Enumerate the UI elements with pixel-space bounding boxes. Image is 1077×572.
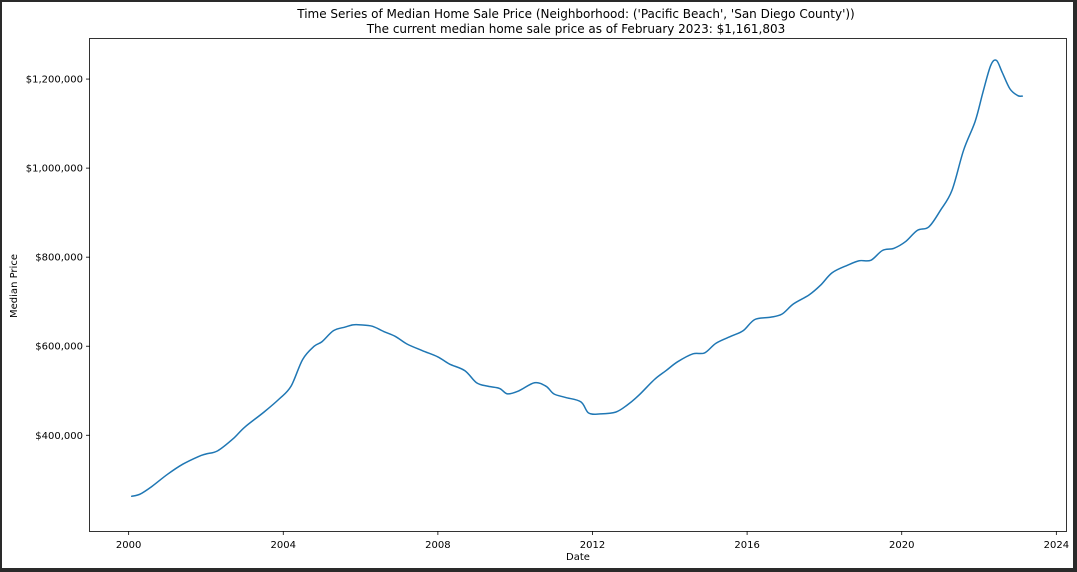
series-line [131,59,1024,498]
x-tick-label: 2004 [271,540,296,551]
x-tick-label: 2008 [425,540,450,551]
y-tick-label: $600,000 [35,342,83,353]
y-tick-label: $1,200,000 [26,75,83,86]
x-tick-label: 2024 [1044,540,1069,551]
chart-title: Time Series of Median Home Sale Price (N… [296,7,854,21]
x-tick-label: 2020 [889,540,914,551]
y-tick-label: $800,000 [35,253,83,264]
x-axis-label: Date [566,552,590,563]
y-axis-label: Median Price [9,254,20,318]
y-tick-label: $400,000 [35,431,83,442]
y-axis: $400,000 $600,000 $800,000 $1,000,000 $1,200… [26,75,90,442]
chart-subtitle: The current median home sale price as of… [366,22,786,36]
x-tick-label: 2000 [116,540,141,551]
x-axis: 2000 2004 2008 2012 2016 2020 2024 [116,531,1069,551]
x-tick-label: 2016 [734,540,759,551]
y-tick-label: $1,000,000 [26,164,83,175]
plot-area [89,38,1067,532]
x-tick-label: 2012 [580,540,605,551]
